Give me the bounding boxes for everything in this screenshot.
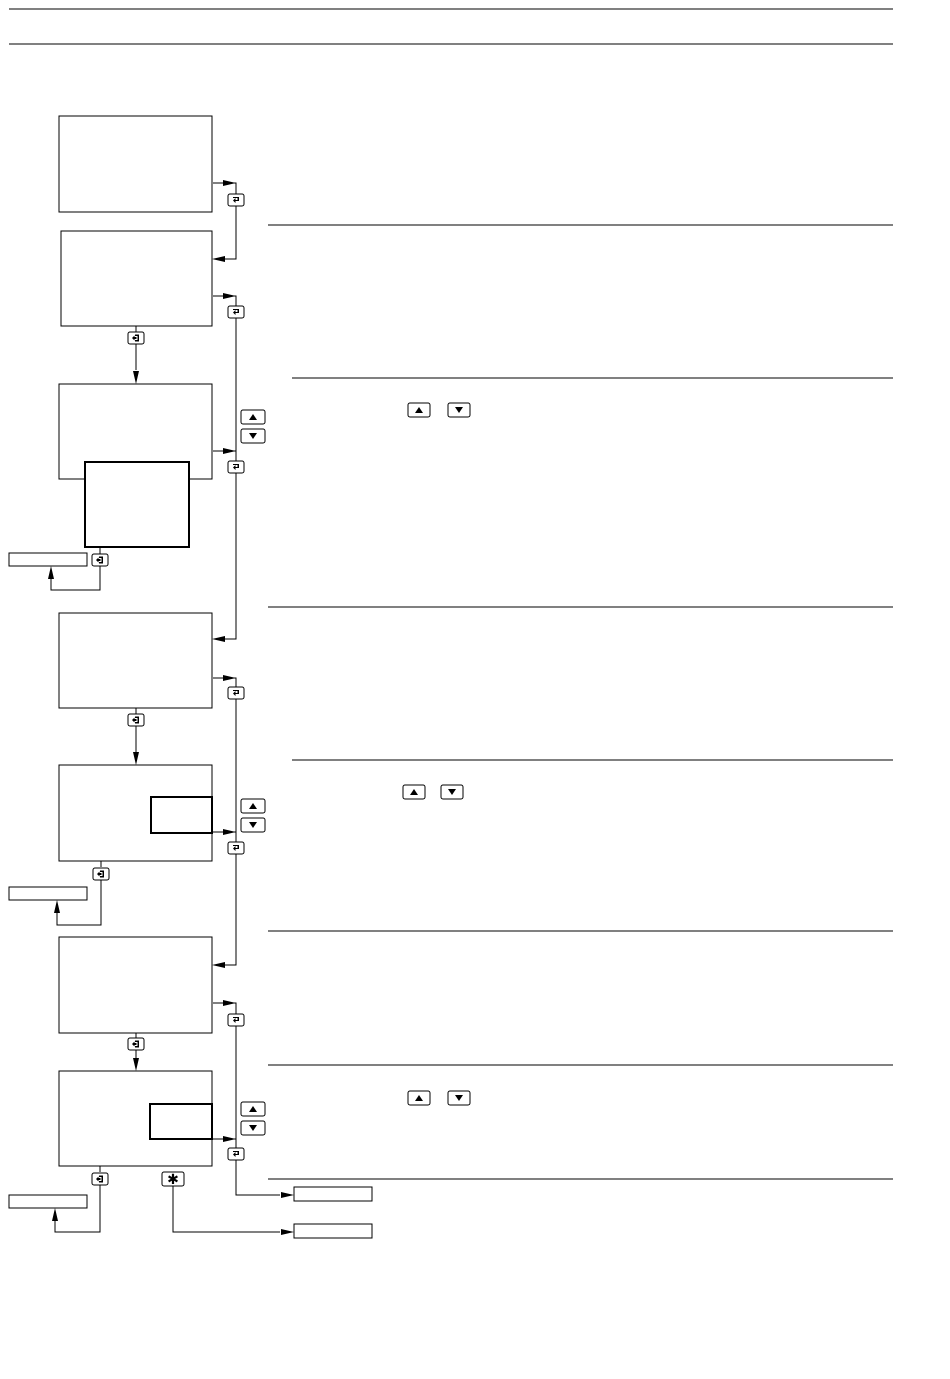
enter-key-icon[interactable] <box>127 331 145 345</box>
arrow-head <box>223 1000 236 1006</box>
enter-key-icon[interactable] <box>127 1037 145 1051</box>
down-arrow-key-icon <box>440 784 464 800</box>
next-label-box <box>293 1223 373 1239</box>
down-arrow-key-icon <box>447 402 471 418</box>
exit-key-icon[interactable] <box>227 305 245 319</box>
arrow-head <box>223 675 236 681</box>
up-arrow-key-icon[interactable] <box>240 798 266 814</box>
up-arrow-key-icon <box>402 784 426 800</box>
arrow-head <box>281 1192 294 1198</box>
up-arrow-key-icon[interactable] <box>240 1101 266 1117</box>
display-box-1 <box>58 115 213 213</box>
exit-label-box <box>8 1194 88 1209</box>
arrow-head <box>212 962 225 968</box>
exit-key-icon[interactable] <box>227 193 245 207</box>
display-field-7 <box>149 1103 213 1140</box>
arrow-head <box>133 752 139 765</box>
enter-key-icon[interactable] <box>127 713 145 727</box>
arrow-head <box>223 1136 236 1142</box>
exit-key-icon[interactable] <box>227 1013 245 1027</box>
arrow-head <box>223 180 236 186</box>
flow-line <box>54 1166 101 1233</box>
star-key-icon[interactable] <box>161 1171 185 1189</box>
flow-line <box>50 547 101 591</box>
down-arrow-key-icon <box>447 1090 471 1106</box>
arrow-head <box>223 293 236 299</box>
flow-line <box>213 677 237 966</box>
down-arrow-key-icon[interactable] <box>240 428 266 444</box>
arrow-head <box>48 566 54 579</box>
arrow-head <box>133 1058 139 1071</box>
enter-key-icon[interactable] <box>91 1172 109 1186</box>
flow-line <box>213 1002 280 1196</box>
arrow-head <box>54 900 60 913</box>
exit-key-icon[interactable] <box>227 1147 245 1161</box>
arrow-head <box>133 371 139 384</box>
display-box-6 <box>58 936 213 1034</box>
flow-line <box>172 1186 280 1233</box>
up-arrow-key-icon[interactable] <box>240 409 266 425</box>
up-arrow-key-icon <box>407 402 431 418</box>
down-arrow-key-icon[interactable] <box>240 817 266 833</box>
display-field-5 <box>150 796 213 834</box>
exit-key-icon[interactable] <box>227 841 245 855</box>
up-arrow-key-icon <box>407 1090 431 1106</box>
next-label-box <box>293 1186 373 1202</box>
exit-key-icon[interactable] <box>227 460 245 474</box>
enter-key-icon[interactable] <box>92 867 110 881</box>
display-subbox-3 <box>84 461 190 548</box>
down-arrow-key-icon[interactable] <box>240 1120 266 1136</box>
arrow-head <box>223 448 236 454</box>
arrow-head <box>212 256 225 262</box>
enter-key-icon[interactable] <box>91 553 109 567</box>
exit-label-box <box>8 886 88 901</box>
arrow-head <box>223 829 236 835</box>
arrow-head <box>52 1208 58 1221</box>
exit-label-box <box>8 552 88 567</box>
flow-line <box>56 861 102 926</box>
arrow-head <box>281 1229 294 1235</box>
display-box-4 <box>58 612 213 709</box>
arrow-head <box>212 636 225 642</box>
exit-key-icon[interactable] <box>227 686 245 700</box>
display-box-2 <box>60 230 213 327</box>
